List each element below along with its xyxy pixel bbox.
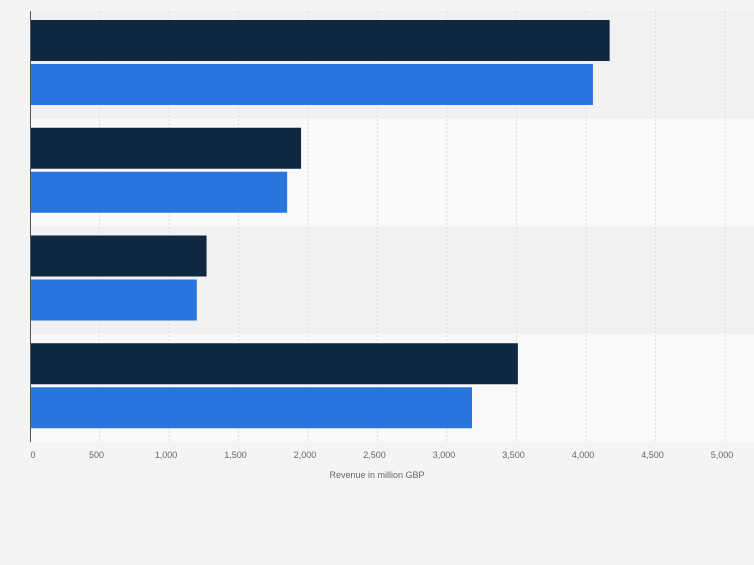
x-axis-label: Revenue in million GBP bbox=[329, 470, 424, 480]
x-tick-labels: 0 500 1,000 1,500 2,000 2,500 3,000 3,500 4,000 4… bbox=[30, 450, 733, 460]
bar-series-1 bbox=[30, 235, 207, 277]
bar-series-2 bbox=[30, 387, 473, 429]
x-tick-label: 2,000 bbox=[294, 450, 317, 460]
x-tick-label: 3,000 bbox=[433, 450, 456, 460]
bar-series-1 bbox=[30, 343, 518, 385]
x-tick-label: 4,000 bbox=[572, 450, 595, 460]
bar-series-2 bbox=[30, 279, 197, 321]
bar-series-2 bbox=[30, 171, 288, 213]
x-tick-label: 0 bbox=[30, 450, 35, 460]
x-tick-label: 2,500 bbox=[363, 450, 386, 460]
x-tick-label: 5,000 bbox=[711, 450, 734, 460]
x-tick-label: 4,500 bbox=[641, 450, 664, 460]
x-tick-label: 500 bbox=[89, 450, 104, 460]
x-tick-label: 3,500 bbox=[502, 450, 525, 460]
x-tick-label: 1,000 bbox=[155, 450, 178, 460]
bars bbox=[30, 20, 610, 429]
bar-series-2 bbox=[30, 64, 593, 105]
bar-series-1 bbox=[30, 20, 610, 61]
x-tick-label: 1,500 bbox=[224, 450, 247, 460]
bar-series-1 bbox=[30, 127, 302, 169]
